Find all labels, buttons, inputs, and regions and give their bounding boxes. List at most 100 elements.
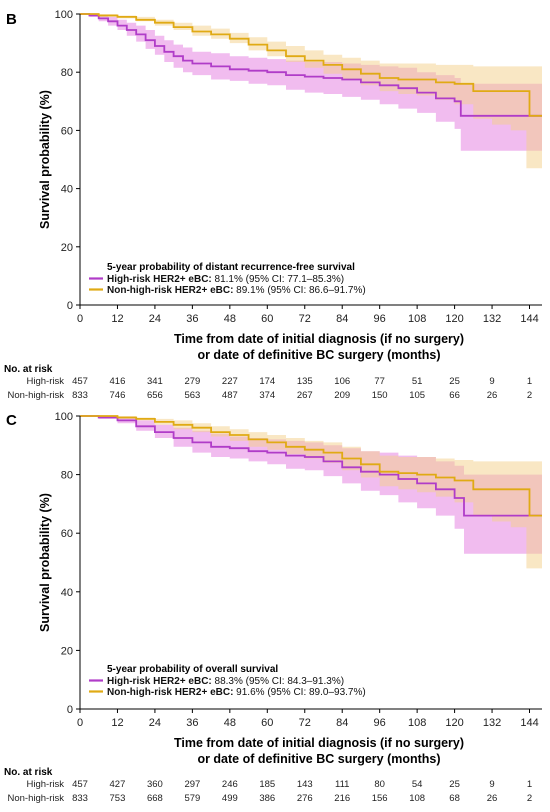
risk-count: 227 [222,376,238,387]
legend-entry: High-risk HER2+ eBC: 88.3% (95% CI: 84.3… [107,676,344,687]
risk-count: 374 [259,390,275,401]
x-tick-label: 108 [408,313,426,325]
risk-row-label: Non-high-risk [8,390,65,401]
risk-count: 2 [527,390,532,401]
x-tick-label: 84 [336,717,348,729]
y-tick-label: 80 [61,67,73,79]
risk-count: 746 [110,390,126,401]
x-axis-title-line2: or date of definitive BC surgery (months… [197,348,440,362]
risk-count: 1 [527,376,532,387]
risk-count: 143 [297,779,313,790]
x-tick-label: 144 [520,313,538,325]
legend-entry: Non-high-risk HER2+ eBC: 89.1% (95% CI: … [107,285,366,296]
y-tick-label: 60 [61,528,73,540]
risk-count: 150 [372,390,388,401]
x-tick-label: 12 [111,717,123,729]
risk-count: 2 [527,793,532,804]
risk-count: 66 [449,390,460,401]
risk-count: 156 [372,793,388,804]
risk-count: 753 [110,793,126,804]
risk-count: 341 [147,376,163,387]
x-tick-label: 60 [261,717,273,729]
risk-row-label: Non-high-risk [8,793,65,804]
x-tick-label: 120 [445,313,463,325]
risk-count: 174 [259,376,275,387]
risk-count: 579 [184,793,200,804]
x-tick-label: 108 [408,717,426,729]
risk-count: 209 [334,390,350,401]
x-tick-label: 60 [261,313,273,325]
legend: 5-year probability of overall survivalHi… [89,664,366,698]
legend-entry-value: 89.1% (95% CI: 86.6–91.7%) [233,285,365,296]
y-tick-label: 60 [61,125,73,137]
risk-count: 26 [487,793,498,804]
risk-row-label: High-risk [27,376,65,387]
x-tick-label: 48 [224,313,236,325]
x-tick-label: 96 [374,717,386,729]
risk-count: 111 [335,779,349,790]
risk-count: 563 [184,390,200,401]
legend-entry-name: High-risk HER2+ eBC: [107,676,212,687]
risk-count: 108 [409,793,425,804]
legend-entry-name: High-risk HER2+ eBC: [107,274,212,285]
legend-entry: High-risk HER2+ eBC: 81.1% (95% CI: 77.1… [107,274,344,285]
x-axis-title: Time from date of initial diagnosis (if … [174,332,464,346]
risk-count: 54 [412,779,423,790]
series-line-non-high-risk [80,415,542,517]
risk-count: 25 [449,376,460,387]
risk-count: 246 [222,779,238,790]
y-tick-label: 80 [61,470,73,482]
risk-count: 51 [412,376,423,387]
y-tick-label: 100 [55,411,73,423]
risk-count: 9 [489,376,494,387]
confidence-band-high-risk [80,14,542,151]
x-tick-label: 72 [299,313,311,325]
legend-entry: Non-high-risk HER2+ eBC: 91.6% (95% CI: … [107,687,366,698]
confidence-band-non-high-risk [80,14,542,169]
risk-count: 25 [449,779,460,790]
risk-count: 457 [72,779,88,790]
x-tick-label: 84 [336,313,348,325]
y-tick-label: 40 [61,184,73,196]
risk-count: 105 [409,390,425,401]
risk-count: 1 [527,779,532,790]
risk-count: 267 [297,390,313,401]
x-tick-label: 12 [111,313,123,325]
legend-entry-value: 81.1% (95% CI: 77.1–85.3%) [212,274,344,285]
risk-count: 279 [184,376,200,387]
risk-count: 185 [259,779,275,790]
legend-entry-value: 88.3% (95% CI: 84.3–91.3%) [212,676,344,687]
risk-count: 77 [374,376,385,387]
y-tick-label: 20 [61,645,73,657]
risk-count: 416 [110,376,126,387]
x-tick-label: 36 [186,717,198,729]
risk-count: 297 [184,779,200,790]
risk-count: 386 [259,793,275,804]
risk-count: 360 [147,779,163,790]
legend: 5-year probability of distant recurrence… [89,262,366,296]
confidence-band-non-high-risk [80,416,542,569]
risk-count: 833 [72,390,88,401]
risk-count: 276 [297,793,313,804]
risk-table-title: No. at risk [4,767,53,778]
risk-count: 427 [110,779,126,790]
x-tick-label: 96 [374,313,386,325]
x-axis-title: Time from date of initial diagnosis (if … [174,736,464,750]
y-axis-title: Survival probability (%) [38,493,52,632]
risk-count: 68 [449,793,460,804]
x-tick-label: 144 [520,717,538,729]
x-tick-label: 72 [299,717,311,729]
y-axis-title: Survival probability (%) [38,90,52,229]
y-tick-label: 0 [67,704,73,716]
y-tick-label: 40 [61,587,73,599]
risk-count: 135 [297,376,313,387]
legend-title: 5-year probability of overall survival [107,664,278,675]
legend-title: 5-year probability of distant recurrence… [107,262,355,273]
x-tick-label: 0 [77,313,83,325]
x-tick-label: 24 [149,717,161,729]
